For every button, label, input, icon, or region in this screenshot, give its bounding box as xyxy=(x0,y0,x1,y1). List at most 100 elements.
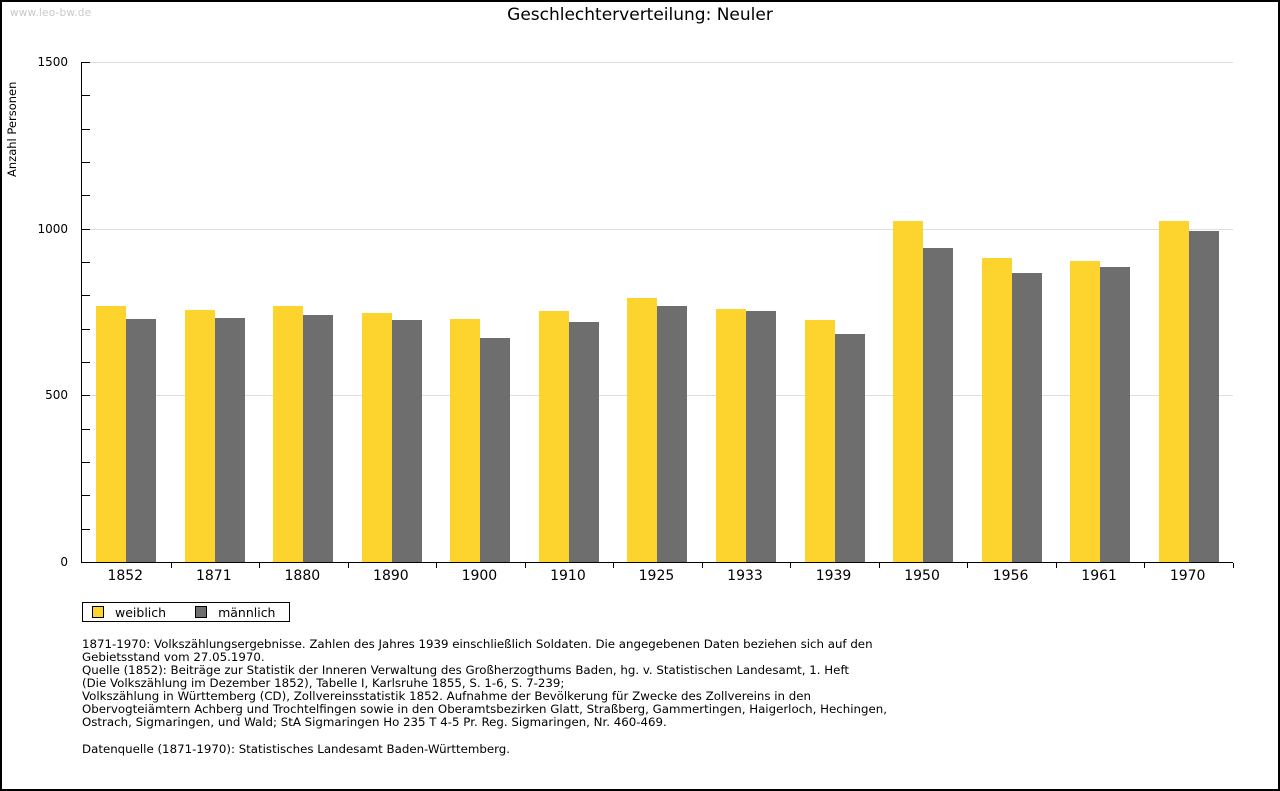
bar-1970-weiblich xyxy=(1158,220,1189,562)
bar-1871-weiblich xyxy=(184,309,215,562)
chart-title: Geschlechterverteilung: Neuler xyxy=(507,5,773,25)
x-axis-label-1956: 1956 xyxy=(992,568,1029,584)
x-axis-tick xyxy=(878,563,880,568)
x-axis-tick xyxy=(967,563,969,568)
x-axis-label-1852: 1852 xyxy=(107,568,144,584)
y-axis-tick xyxy=(82,195,90,197)
footnote-line: (Die Volkszählung im Dezember 1852), Tab… xyxy=(82,676,565,690)
bar-1970-männlich xyxy=(1188,231,1219,562)
bar-1910-weiblich xyxy=(538,310,569,562)
legend-item-weiblich: weiblich xyxy=(92,605,166,620)
bar-group-1933 xyxy=(702,62,791,562)
x-axis-tick xyxy=(436,563,438,568)
bar-1933-männlich xyxy=(745,311,776,562)
data-source-line: Datenquelle (1871-1970): Statistisches L… xyxy=(82,742,511,756)
y-axis-tick xyxy=(82,495,90,497)
bar-group-1925 xyxy=(613,62,702,562)
legend-swatch-maennlich-icon xyxy=(195,606,208,618)
footnote-line: Ostrach, Sigmaringen, und Wald; StA Sigm… xyxy=(82,715,667,729)
bar-group-1900 xyxy=(436,62,525,562)
gridline-1500 xyxy=(82,62,1233,63)
gridline-1000 xyxy=(82,228,1233,230)
y-axis-tick xyxy=(82,462,90,463)
footnote-line: Quelle (1852): Beiträge zur Statistik de… xyxy=(82,663,850,677)
bar-group-1910 xyxy=(525,62,614,562)
bar-1900-männlich xyxy=(480,338,511,562)
x-axis-label-1880: 1880 xyxy=(284,568,321,584)
y-axis-tick xyxy=(82,128,90,130)
y-axis-tick xyxy=(82,362,90,363)
bar-group-1939 xyxy=(790,62,879,562)
x-axis-tick xyxy=(524,563,526,568)
bar-1871-männlich xyxy=(214,317,245,562)
bar-groups xyxy=(82,62,1233,562)
x-axis-tick xyxy=(347,563,349,568)
legend-label-maennlich: männlich xyxy=(218,604,276,620)
y-axis-tick xyxy=(82,428,90,430)
bar-1852-weiblich xyxy=(96,306,127,562)
bar-1961-männlich xyxy=(1100,266,1131,562)
x-axis-label-1900: 1900 xyxy=(461,568,498,584)
x-axis-tick-labels: 1852 1871 1880 1890 1900 1910 1925 1933 1939 1950… xyxy=(81,568,1232,584)
bar-1890-weiblich xyxy=(361,313,392,562)
bar-1880-weiblich xyxy=(273,306,304,562)
bar-1925-männlich xyxy=(657,306,688,562)
footnote-line: Volkszählung in Württemberg (CD), Zollve… xyxy=(82,689,811,703)
x-axis-tick xyxy=(259,563,261,568)
x-axis-label-1961: 1961 xyxy=(1081,568,1117,584)
y-axis-tick xyxy=(82,262,90,263)
bar-group-1950 xyxy=(879,62,968,562)
y-axis-tick xyxy=(82,395,90,397)
footnotes: 1871-1970: Volkszählungsergebnisse. Zahl… xyxy=(82,638,887,729)
y-axis-tick xyxy=(82,162,90,163)
legend-swatch-weiblich-icon xyxy=(92,606,104,618)
footnote-line: 1871-1970: Volkszählungsergebnisse. Zahl… xyxy=(82,637,873,651)
bar-1933-weiblich xyxy=(715,308,746,562)
x-axis-label-1890: 1890 xyxy=(373,568,409,584)
x-axis-tick xyxy=(1233,563,1234,568)
y-axis-label-1500: 1500 xyxy=(37,55,68,69)
bar-1890-männlich xyxy=(391,320,422,562)
x-axis-tick xyxy=(1055,563,1057,568)
bar-group-1852 xyxy=(82,62,171,562)
bar-group-1956 xyxy=(967,62,1056,562)
y-axis-tick xyxy=(82,228,90,230)
y-axis-label-500: 500 xyxy=(45,388,68,403)
x-axis-tick xyxy=(170,563,172,568)
footnote-line: Obervogteiämtern Achberg und Trochtelfin… xyxy=(82,702,887,716)
x-axis-label-1910: 1910 xyxy=(550,568,586,584)
bar-1880-männlich xyxy=(303,315,334,562)
y-axis-tick xyxy=(82,295,90,297)
x-axis-label-1933: 1933 xyxy=(727,568,763,584)
y-axis-label-1000: 1000 xyxy=(37,221,68,236)
bar-1939-männlich xyxy=(834,334,865,562)
bar-1939-weiblich xyxy=(804,320,835,562)
footnote-line: Gebietsstand vom 27.05.1970. xyxy=(82,650,265,664)
x-axis-label-1871: 1871 xyxy=(195,568,232,584)
bar-1956-weiblich xyxy=(981,257,1012,562)
bar-1910-männlich xyxy=(568,322,599,562)
legend-label-weiblich: weiblich xyxy=(115,604,167,620)
watermark-link: www.leo-bw.de xyxy=(10,7,92,19)
bar-1961-weiblich xyxy=(1070,261,1101,562)
bar-1950-männlich xyxy=(923,247,954,562)
x-axis-tick xyxy=(790,563,792,568)
y-axis-tick xyxy=(82,528,90,530)
y-axis-tick-labels: 0 500 1000 1500 xyxy=(2,55,74,569)
x-axis-tick xyxy=(613,563,615,568)
x-axis-tick xyxy=(701,563,703,568)
bar-1956-männlich xyxy=(1011,272,1042,562)
y-axis-tick xyxy=(82,95,90,97)
y-axis-tick xyxy=(82,328,90,330)
x-axis-label-1939: 1939 xyxy=(815,568,852,584)
bar-group-1871 xyxy=(171,62,260,562)
y-axis-label-0: 0 xyxy=(60,555,68,569)
x-axis-label-1925: 1925 xyxy=(638,568,675,584)
bar-1900-weiblich xyxy=(450,319,481,562)
bar-group-1880 xyxy=(259,62,348,562)
plot-area xyxy=(81,62,1234,568)
bar-1925-weiblich xyxy=(627,297,658,562)
bar-1852-männlich xyxy=(126,318,157,562)
bar-1950-weiblich xyxy=(893,220,924,562)
